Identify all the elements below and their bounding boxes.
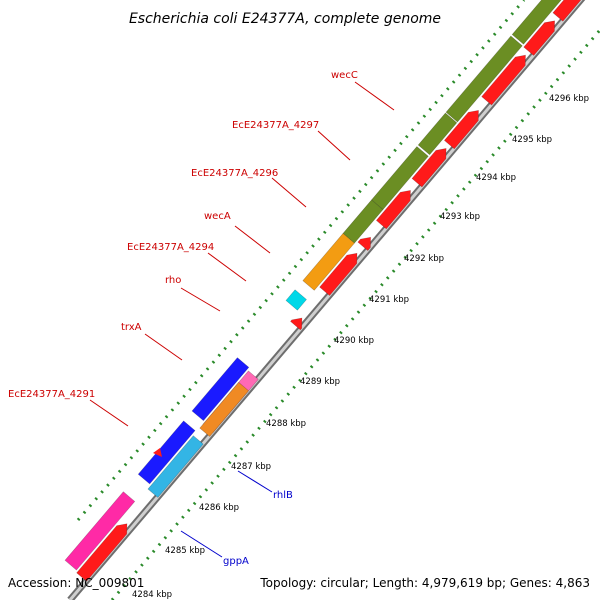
forward-track	[64, 0, 562, 571]
red-gene-3	[481, 54, 526, 106]
tick-label: 4287 kbp	[231, 462, 271, 472]
leader-line	[180, 530, 223, 558]
red-gene-4	[443, 109, 479, 150]
gppA-feature	[137, 420, 196, 485]
tick-label: 4286 kbp	[199, 503, 239, 513]
gene-label: wecC	[331, 70, 358, 81]
leader-line	[144, 333, 183, 361]
gene-label: trxA	[121, 322, 142, 333]
scale-ticks: 4284 kbp 4285 kbp 4286 kbp 4287 kbp 4288 kbp…	[132, 94, 589, 600]
leader-line	[89, 399, 129, 427]
trxA-feature	[285, 289, 307, 311]
leader-line	[180, 287, 221, 312]
pink-feature	[64, 491, 136, 571]
wecA-feature	[371, 146, 429, 211]
EcE24377A_4296-feature	[417, 112, 458, 156]
red-gene-2	[523, 20, 555, 56]
leader-line	[354, 81, 395, 111]
gene-label: gppA	[223, 556, 249, 567]
inner-scale-line	[110, 29, 600, 600]
cyan-gene-rev	[147, 435, 204, 498]
gene-label: EcE24377A_4291	[8, 389, 95, 400]
gene-label: rho	[165, 275, 181, 286]
EcE24377A_4297-feature	[445, 35, 523, 123]
tick-label: 4291 kbp	[369, 295, 409, 305]
tick-label: 4288 kbp	[266, 419, 306, 429]
outer-tick-guide	[76, 0, 526, 521]
red-gene-6	[375, 189, 411, 230]
red-gene-8	[319, 252, 358, 296]
gene-label: EcE24377A_4297	[232, 120, 319, 131]
red-gene-bottom	[76, 523, 128, 582]
red-gene-5	[411, 148, 447, 188]
rhlB-feature	[191, 357, 250, 422]
tick-label: 4296 kbp	[549, 94, 589, 104]
red-gene-7	[357, 236, 371, 251]
tick-label: 4293 kbp	[440, 212, 480, 222]
leader-line	[207, 252, 247, 282]
tick-label: 4290 kbp	[334, 336, 374, 346]
tick-label: 4295 kbp	[512, 135, 552, 145]
gene-label: wecA	[204, 211, 231, 222]
EcE24377A_4294-feature	[342, 199, 384, 244]
tick-label: 4294 kbp	[476, 173, 516, 183]
rho-feature	[302, 232, 355, 291]
leader-line	[237, 470, 273, 493]
red-gene-9	[290, 317, 303, 331]
summary-text: Topology: circular; Length: 4,979,619 bp…	[259, 576, 590, 590]
accession-text: Accession: NC_009801	[8, 576, 144, 590]
red-gene-1	[552, 0, 582, 22]
gene-label: EcE24377A_4294	[127, 242, 214, 253]
leader-line	[317, 130, 351, 161]
gene-labels: wecC EcE24377A_4297 EcE24377A_4296 wecA EcE2…	[8, 70, 395, 567]
leader-line	[234, 225, 271, 254]
wecC-feature	[511, 0, 562, 45]
gene-label: EcE24377A_4296	[191, 168, 278, 179]
tick-label: 4289 kbp	[300, 377, 340, 387]
tick-label: 4285 kbp	[165, 546, 205, 556]
tick-label: 4292 kbp	[404, 254, 444, 264]
gene-label: rhlB	[273, 490, 293, 501]
small-red-marker	[153, 448, 162, 457]
reverse-track	[76, 0, 582, 582]
map-title: Escherichia coli E24377A, complete genom…	[129, 11, 441, 27]
tick-label: 4284 kbp	[132, 590, 172, 600]
leader-line	[271, 177, 307, 208]
orange-gene-rev	[199, 381, 250, 437]
